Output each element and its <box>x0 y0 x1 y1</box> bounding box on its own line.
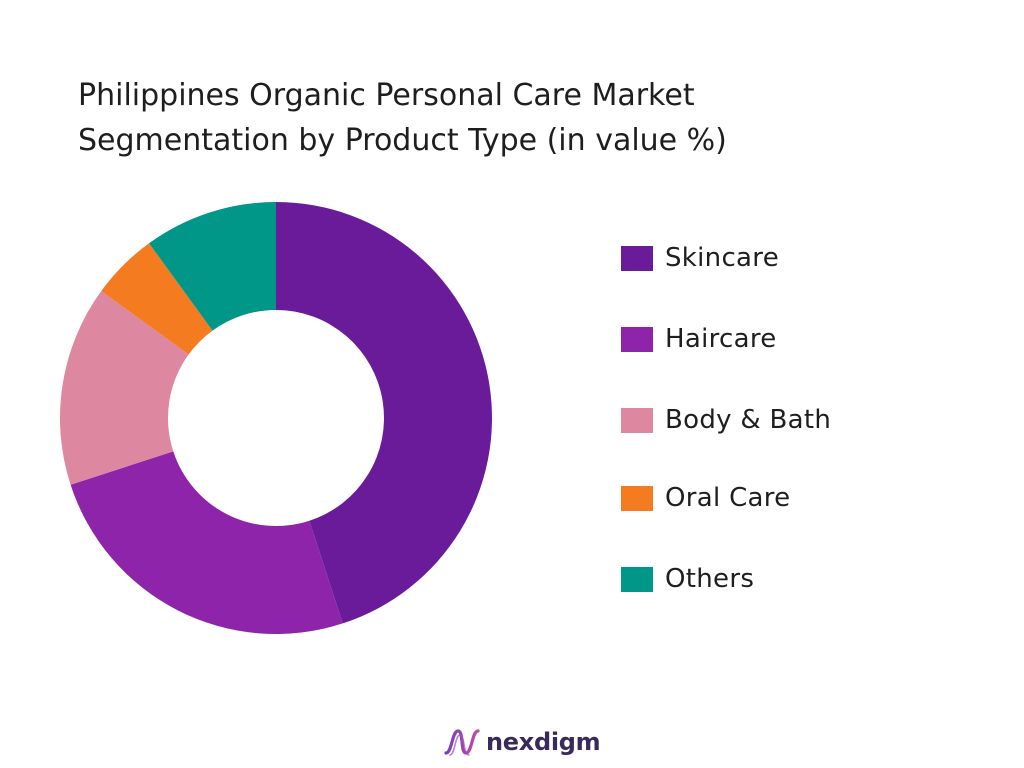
brand-name: nexdigm <box>486 728 601 756</box>
legend-label-skincare: Skincare <box>665 243 780 273</box>
chart-title-line-2: Segmentation by Product Type (in value %… <box>78 123 727 158</box>
donut-slice-oral-care <box>101 243 213 355</box>
legend-swatch-body-bath <box>621 407 653 433</box>
nexdigm-wave-logo-icon <box>444 729 480 756</box>
legend-label-others: Others <box>665 564 755 594</box>
legend-item-body-bath: Body & Bath <box>621 405 831 435</box>
legend-label-body-bath: Body & Bath <box>665 405 832 435</box>
donut-slice-body-bath <box>59 291 189 485</box>
chart-title-line-1: Philippines Organic Personal Care Market <box>78 78 695 113</box>
donut-slice-skincare <box>276 202 492 624</box>
legend-swatch-others <box>621 566 653 592</box>
legend-item-others: Others <box>621 564 754 594</box>
donut-slice-haircare <box>70 451 343 634</box>
legend-swatch-oral-care <box>621 485 653 511</box>
brand-logo: nexdigm <box>444 722 601 762</box>
legend-swatch-skincare <box>621 245 653 271</box>
legend-label-haircare: Haircare <box>665 324 777 354</box>
legend-item-skincare: Skincare <box>621 243 779 273</box>
legend-label-oral-care: Oral Care <box>665 483 791 513</box>
legend-item-haircare: Haircare <box>621 324 777 354</box>
legend-swatch-haircare <box>621 326 653 352</box>
donut-slice-others <box>149 202 276 331</box>
legend-item-oral-care: Oral Care <box>621 483 790 513</box>
